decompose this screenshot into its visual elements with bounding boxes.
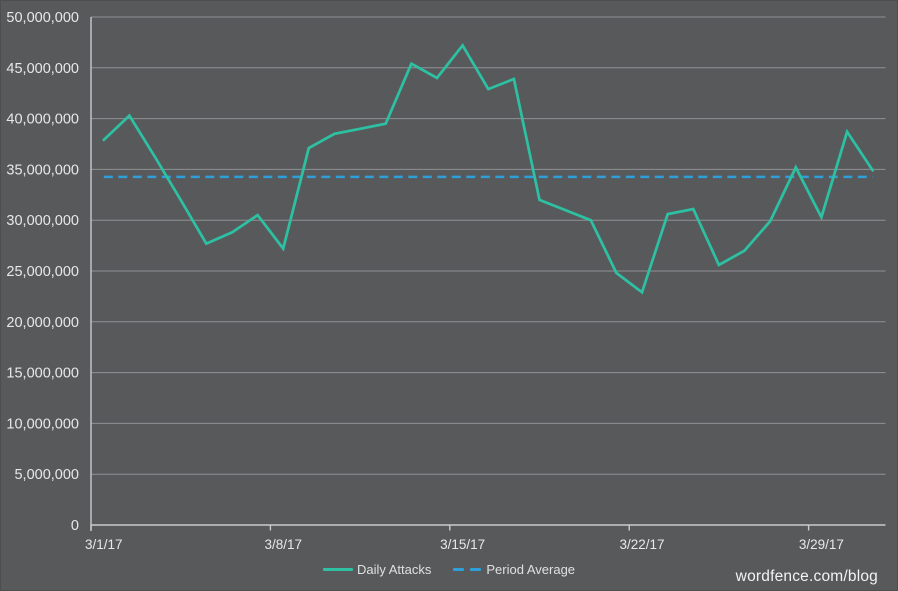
y-axis-label: 30,000,000	[6, 213, 79, 229]
chart-legend: Daily Attacks Period Average	[0, 562, 898, 577]
legend-label-period-average: Period Average	[486, 562, 576, 577]
x-axis-label: 3/22/17	[620, 537, 665, 552]
y-axis-label: 25,000,000	[6, 264, 79, 280]
y-axis-label: 5,000,000	[14, 467, 79, 483]
y-axis-label: 15,000,000	[6, 366, 79, 382]
legend-item-daily-attacks: Daily Attacks	[322, 562, 432, 577]
x-axis-label: 3/29/17	[799, 537, 844, 552]
y-axis-label: 10,000,000	[6, 416, 79, 432]
y-axis-label: 20,000,000	[6, 315, 79, 331]
x-axis-label: 3/8/17	[264, 537, 302, 552]
y-axis-label: 0	[71, 518, 79, 534]
x-axis-label: 3/15/17	[440, 537, 485, 552]
y-axis-label: 45,000,000	[6, 61, 79, 77]
daily-attacks-swatch	[322, 568, 353, 571]
period-average-swatch	[453, 568, 482, 571]
y-axis-label: 35,000,000	[6, 162, 79, 178]
legend-item-period-average: Period Average	[453, 562, 575, 577]
daily-attacks-line	[102, 42, 875, 295]
y-axis-label: 40,000,000	[6, 112, 79, 128]
watermark: wordfence.com/blog	[735, 568, 878, 585]
x-axis-label: 3/1/17	[85, 537, 123, 552]
y-axis-label: 50,000,000	[6, 10, 79, 26]
legend-label-daily-attacks: Daily Attacks	[356, 562, 432, 577]
